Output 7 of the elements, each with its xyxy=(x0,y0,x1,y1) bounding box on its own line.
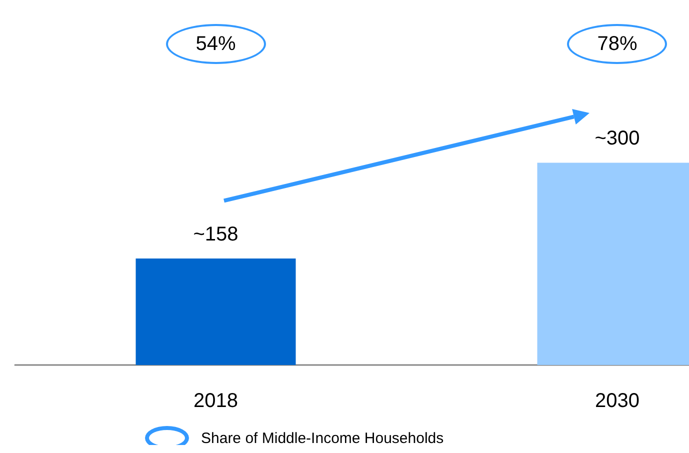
data-label: ~158 xyxy=(193,223,238,246)
text: 54% xyxy=(196,32,236,56)
data-label: ~300 xyxy=(594,128,640,150)
text: 78% xyxy=(597,32,638,56)
x-tick-label: 2030 xyxy=(595,390,640,412)
x-tick-label: 2018 xyxy=(194,390,238,412)
text: Share of Middle-Income Households xyxy=(201,430,444,446)
